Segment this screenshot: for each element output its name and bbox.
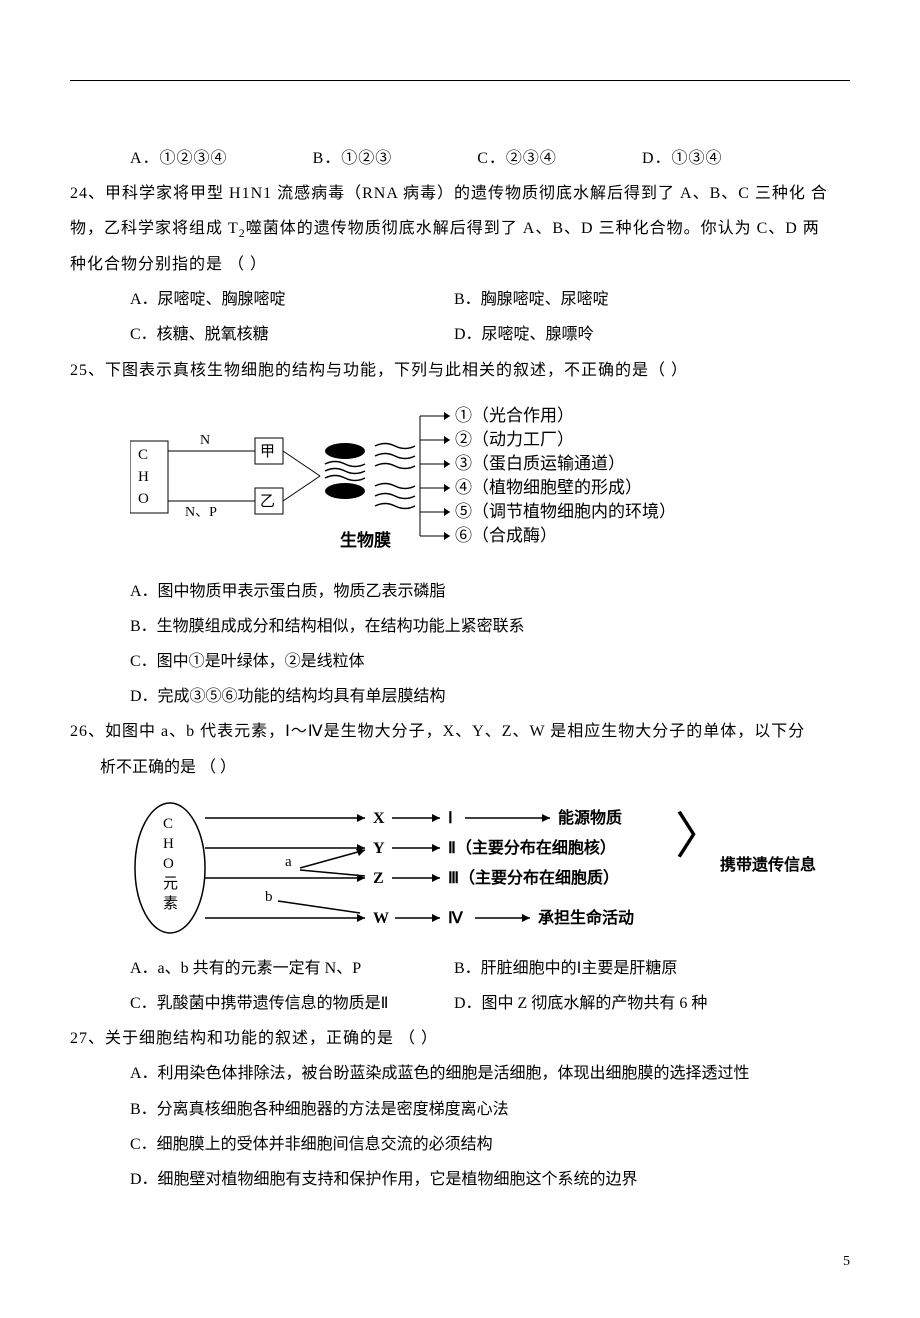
q26-line1: 如图中 a、b 代表元素，Ⅰ～Ⅳ是生物大分子，X、Y、Z、W 是相应生物大分子的…: [105, 723, 805, 740]
r-iii: Ⅲ（主要分布在细胞质）: [448, 868, 619, 887]
brace-icon: 〉: [675, 808, 725, 864]
mid-z: Z: [373, 870, 384, 887]
q25-num: 25、: [70, 362, 105, 379]
out4: ④（植物细胞壁的形成）: [455, 478, 642, 497]
q24-opt-b: B．胸腺嘧啶、尿嘧啶: [454, 282, 609, 317]
q25-opt-b: B．生物膜组成成分和结构相似，在结构功能上紧密联系: [70, 609, 850, 644]
r-i-t: 能源物质: [558, 808, 622, 827]
q25-svg: C H O N N、P 甲 乙 生物膜: [130, 396, 710, 566]
q26-opt-b: B．肝脏细胞中的Ⅰ主要是肝糖原: [454, 951, 677, 986]
q26-block: 26、如图中 a、b 代表元素，Ⅰ～Ⅳ是生物大分子，X、Y、Z、W 是相应生物大…: [70, 714, 850, 749]
q24-line2: 物，乙科学家将组成 T: [70, 220, 239, 237]
q24-num: 24、: [70, 185, 105, 202]
ell-e2: 素: [163, 895, 178, 912]
q26-opt-a: A．a、b 共有的元素一定有 N、P: [130, 951, 450, 986]
q24-line1: 甲科学家将甲型 H1N1 流感病毒（RNA 病毒）的遗传物质彻底水解后得到了 A…: [105, 185, 828, 202]
q26-svg: C H O 元 素 X Y a Z b W Ⅰ 能源物质: [130, 793, 830, 943]
mid-bottom: 乙: [260, 494, 275, 510]
r-iv: Ⅳ: [448, 910, 464, 927]
q26-opt-d: D．图中 Z 彻底水解的产物共有 6 种: [454, 986, 707, 1021]
cho-h: H: [138, 469, 149, 485]
cho-box: [130, 441, 168, 513]
lab-a: a: [285, 854, 292, 870]
out3: ③（蛋白质运输通道）: [455, 454, 625, 473]
r-i: Ⅰ: [448, 810, 453, 827]
q26-line2: 析不正确的是 （ ）: [70, 750, 850, 785]
q24-sub: 2: [239, 227, 246, 241]
q27-opt-a: A．利用染色体排除法，被台盼蓝染成蓝色的细胞是活细胞，体现出细胞膜的选择透过性: [70, 1056, 850, 1091]
q27-block: 27、关于细胞结构和功能的叙述，正确的是 （ ）: [70, 1021, 850, 1056]
mid-w: W: [373, 910, 389, 927]
ell-c: C: [163, 816, 173, 832]
q26-diagram: C H O 元 素 X Y a Z b W Ⅰ 能源物质: [130, 793, 850, 943]
q24-optrow1: A．尿嘧啶、胸腺嘧啶 B．胸腺嘧啶、尿嘧啶: [70, 282, 850, 317]
outputs-group: ①（光合作用） ②（动力工厂） ③（蛋白质运输通道） ④（植物细胞壁的形成） ⑤…: [420, 406, 676, 545]
out1: ①（光合作用）: [455, 406, 574, 425]
q24-block: 24、甲科学家将甲型 H1N1 流感病毒（RNA 病毒）的遗传物质彻底水解后得到…: [70, 176, 850, 211]
q27-text: 关于细胞结构和功能的叙述，正确的是 （ ）: [105, 1030, 438, 1047]
r-right: 携带遗传信息: [720, 855, 816, 874]
q25-opt-d: D．完成③⑤⑥功能的结构均具有单层膜结构: [70, 679, 850, 714]
q23-options-row: A．①②③④ B．①②③ C．②③④ D．①③④: [70, 141, 850, 176]
q23-opt-a: A．①②③④: [130, 141, 228, 176]
q27-opt-d: D．细胞壁对植物细胞有支持和保护作用，它是植物细胞这个系统的边界: [70, 1162, 850, 1197]
mid-x: X: [373, 810, 385, 827]
q24-line3: 种化合物分别指的是 （ ）: [70, 247, 850, 282]
bio-label: 生物膜: [340, 530, 391, 550]
n-label: N: [200, 433, 210, 448]
q24-optrow2: C．核糖、脱氧核糖 D．尿嘧啶、腺嘌呤: [70, 317, 850, 352]
q25-opt-c: C．图中①是叶绿体，②是线粒体: [70, 644, 850, 679]
ell-e1: 元: [163, 876, 178, 892]
q27-num: 27、: [70, 1030, 105, 1047]
q25-text: 下图表示真核生物细胞的结构与功能，下列与此相关的叙述，不正确的是（ ）: [105, 362, 688, 379]
biomembrane-icon: [325, 443, 415, 509]
r-ii: Ⅱ（主要分布在细胞核）: [448, 838, 616, 857]
ell-h: H: [163, 836, 174, 852]
q24-opt-a: A．尿嘧啶、胸腺嘧啶: [130, 282, 450, 317]
page-number: 5: [70, 1247, 850, 1278]
mid-y: Y: [373, 840, 385, 857]
q26-opt-c: C．乳酸菌中携带遗传信息的物质是Ⅱ: [130, 986, 450, 1021]
q23-opt-b: B．①②③: [313, 141, 393, 176]
mid-top: 甲: [260, 444, 275, 460]
q26-optrow2: C．乳酸菌中携带遗传信息的物质是Ⅱ D．图中 Z 彻底水解的产物共有 6 种: [70, 986, 850, 1021]
q24-line2-row: 物，乙科学家将组成 T2噬菌体的遗传物质彻底水解后得到了 A、B、D 三种化合物…: [70, 211, 850, 247]
q27-opt-b: B．分离真核细胞各种细胞器的方法是密度梯度离心法: [70, 1092, 850, 1127]
q23-opt-c: C．②③④: [477, 141, 557, 176]
cho-o: O: [138, 491, 149, 507]
q25-diagram: C H O N N、P 甲 乙 生物膜: [130, 396, 850, 566]
q25-block: 25、下图表示真核生物细胞的结构与功能，下列与此相关的叙述，不正确的是（ ）: [70, 353, 850, 388]
r-iv-t: 承担生命活动: [538, 908, 634, 927]
ell-o: O: [163, 856, 174, 872]
q24-opt-c: C．核糖、脱氧核糖: [130, 317, 450, 352]
top-divider-line: [70, 80, 850, 81]
out6: ⑥（合成酶）: [455, 526, 557, 545]
q27-opt-c: C．细胞膜上的受体并非细胞间信息交流的必须结构: [70, 1127, 850, 1162]
np-label: N、P: [185, 505, 217, 520]
q23-opt-d: D．①③④: [642, 141, 723, 176]
q24-opt-d: D．尿嘧啶、腺嘌呤: [454, 317, 594, 352]
q24-line2-after: 噬菌体的遗传物质彻底水解后得到了 A、B、D 三种化合物。你认为 C、D 两: [246, 220, 820, 237]
q26-optrow1: A．a、b 共有的元素一定有 N、P B．肝脏细胞中的Ⅰ主要是肝糖原: [70, 951, 850, 986]
q26-num: 26、: [70, 723, 105, 740]
lab-b: b: [265, 889, 273, 905]
q25-opt-a: A．图中物质甲表示蛋白质，物质乙表示磷脂: [70, 574, 850, 609]
cho-c: C: [138, 447, 148, 463]
out2: ②（动力工厂）: [455, 430, 574, 449]
out5: ⑤（调节植物细胞内的环境）: [455, 502, 676, 521]
